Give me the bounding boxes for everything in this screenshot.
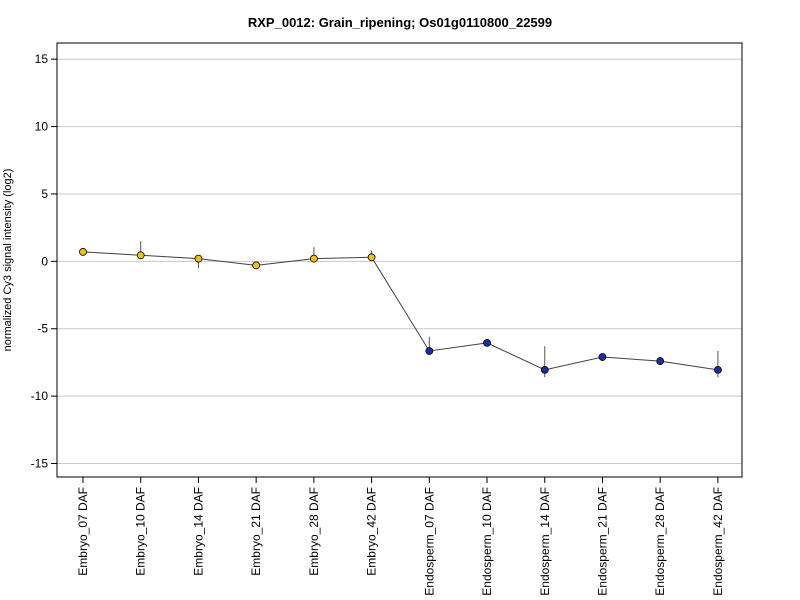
y-tick-label: 0 xyxy=(41,254,48,268)
x-tick-label: Embryo_28 DAF xyxy=(307,487,321,576)
data-point xyxy=(136,251,145,260)
x-tick-label: Endosperm_14 DAF xyxy=(538,487,552,596)
data-point xyxy=(425,347,434,355)
series-polyline xyxy=(82,251,718,371)
y-tick-label: -10 xyxy=(31,389,49,403)
y-tick-label: 5 xyxy=(41,187,48,201)
x-tick-label: Endosperm_28 DAF xyxy=(653,487,667,596)
plot-area-frame xyxy=(56,42,743,478)
x-tick-label: Endosperm_42 DAF xyxy=(711,487,725,596)
y-axis-label: normalized Cy3 signal intensity (log2) xyxy=(2,169,14,352)
data-point xyxy=(598,353,607,361)
data-point xyxy=(540,365,549,374)
grid-lines xyxy=(57,58,742,465)
x-tick-label: Embryo_07 DAF xyxy=(76,487,90,576)
x-axis: Embryo_07 DAF Embryo_10 DAF Embryo_14 DAF E… xyxy=(76,477,725,596)
x-tick-label: Embryo_14 DAF xyxy=(191,487,205,576)
chart-title: RXP_0012: Grain_ripening; Os01g0110800_2… xyxy=(248,15,552,30)
y-axis: 15 10 5 0 -5 -10 -15 xyxy=(31,52,57,471)
x-tick-label: Embryo_42 DAF xyxy=(365,487,379,576)
x-tick-label: Endosperm_07 DAF xyxy=(422,487,436,596)
data-point xyxy=(367,253,376,262)
data-points xyxy=(79,248,722,374)
data-point xyxy=(656,357,665,365)
data-point xyxy=(309,254,318,263)
data-point xyxy=(79,248,87,256)
x-tick-label: Endosperm_21 DAF xyxy=(595,487,609,596)
x-tick-label: Embryo_10 DAF xyxy=(134,487,148,576)
data-point xyxy=(714,365,722,374)
data-point xyxy=(252,261,261,270)
y-tick-label: 15 xyxy=(35,52,49,66)
series-line xyxy=(82,251,718,371)
y-tick-label: 10 xyxy=(35,120,49,134)
y-tick-label: -15 xyxy=(31,457,49,471)
y-tick-label: -5 xyxy=(37,322,48,336)
x-tick-label: Embryo_21 DAF xyxy=(249,487,263,576)
x-tick-label: Endosperm_10 DAF xyxy=(480,487,494,596)
data-point xyxy=(194,254,203,263)
data-point xyxy=(483,338,491,347)
